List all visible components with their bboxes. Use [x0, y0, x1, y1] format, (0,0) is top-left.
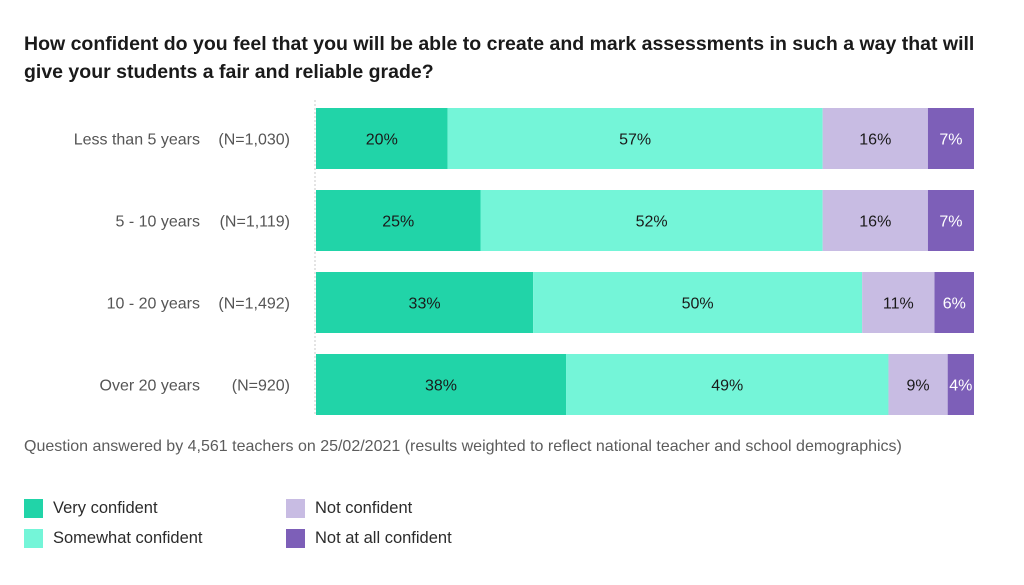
- data-label-over-20-years-not-confident: 9%: [907, 378, 930, 395]
- data-label-over-20-years-very-confident: 38%: [425, 378, 457, 395]
- legend-swatch-somewhat-confident: [24, 529, 43, 548]
- bar-group: 20% 57% 16% 7% 25% 52% 16% 7% 33% 50% 11% 6% 38% 49% 9…: [316, 108, 974, 415]
- data-label-10-20-years-somewhat-confident: 50%: [682, 296, 714, 313]
- legend-item-not-at-all-confident: Not at all confident: [286, 529, 452, 548]
- bar-10-20-years-not-confident: [862, 272, 935, 333]
- data-label-less-than-5-years-not-confident: 16%: [859, 132, 891, 149]
- data-label-less-than-5-years-somewhat-confident: 57%: [619, 132, 651, 149]
- data-label-10-20-years-not-at-all-confident: 6%: [943, 296, 966, 313]
- bar-10-20-years-very-confident: [316, 272, 534, 333]
- bar-less-than-5-years-somewhat-confident: [447, 108, 823, 169]
- bar-less-than-5-years-not-at-all-confident: [927, 108, 974, 169]
- category-n-5-10-years: (N=1,119): [220, 214, 290, 231]
- bar-5-10-years-not-confident: [822, 190, 928, 251]
- bar-10-20-years-not-at-all-confident: [934, 272, 974, 333]
- data-label-less-than-5-years-not-at-all-confident: 7%: [939, 132, 962, 149]
- bar-less-than-5-years-very-confident: [316, 108, 448, 169]
- category-label-10-20-years: 10 - 20 years: [107, 296, 200, 313]
- category-n-10-20-years: (N=1,492): [218, 296, 290, 313]
- legend-label-very-confident: Very confident: [53, 499, 158, 517]
- data-label-over-20-years-not-at-all-confident: 4%: [949, 378, 972, 395]
- bar-over-20-years-very-confident: [316, 354, 567, 415]
- category-label-5-10-years: 5 - 10 years: [116, 214, 200, 231]
- category-label-over-20-years: Over 20 years: [100, 378, 200, 395]
- bar-5-10-years-very-confident: [316, 190, 481, 251]
- chart-footnote: Question answered by 4,561 teachers on 2…: [24, 438, 902, 455]
- data-label-10-20-years-very-confident: 33%: [409, 296, 441, 313]
- bar-5-10-years-not-at-all-confident: [927, 190, 974, 251]
- legend-label-somewhat-confident: Somewhat confident: [53, 529, 203, 547]
- legend-label-not-at-all-confident: Not at all confident: [315, 529, 452, 547]
- chart-title: How confident do you feel that you will …: [24, 33, 975, 83]
- bar-over-20-years-somewhat-confident: [566, 354, 889, 415]
- data-label-less-than-5-years-very-confident: 20%: [366, 132, 398, 149]
- legend-item-somewhat-confident: Somewhat confident: [24, 529, 203, 548]
- data-label-5-10-years-very-confident: 25%: [382, 214, 414, 231]
- data-label-5-10-years-not-confident: 16%: [859, 214, 891, 231]
- legend-item-very-confident: Very confident: [24, 499, 158, 518]
- data-label-10-20-years-not-confident: 11%: [883, 296, 914, 313]
- data-label-over-20-years-somewhat-confident: 49%: [711, 378, 743, 395]
- bar-over-20-years-not-confident: [888, 354, 948, 415]
- legend-label-not-confident: Not confident: [315, 499, 413, 517]
- legend-swatch-very-confident: [24, 499, 43, 518]
- bar-less-than-5-years-not-confident: [822, 108, 928, 169]
- legend-swatch-not-confident: [286, 499, 305, 518]
- data-label-5-10-years-not-at-all-confident: 7%: [939, 214, 962, 231]
- legend-item-not-confident: Not confident: [286, 499, 412, 518]
- category-label-less-than-5-years: Less than 5 years: [74, 132, 200, 149]
- bar-over-20-years-not-at-all-confident: [947, 354, 974, 415]
- bar-10-20-years-somewhat-confident: [533, 272, 863, 333]
- category-label-group: Less than 5 years (N=1,030) 5 - 10 years (N…: [74, 132, 290, 395]
- bar-5-10-years-somewhat-confident: [480, 190, 823, 251]
- data-label-5-10-years-somewhat-confident: 52%: [636, 214, 668, 231]
- legend-swatch-not-at-all-confident: [286, 529, 305, 548]
- category-n-over-20-years: (N=920): [232, 378, 290, 395]
- category-n-less-than-5-years: (N=1,030): [218, 132, 290, 149]
